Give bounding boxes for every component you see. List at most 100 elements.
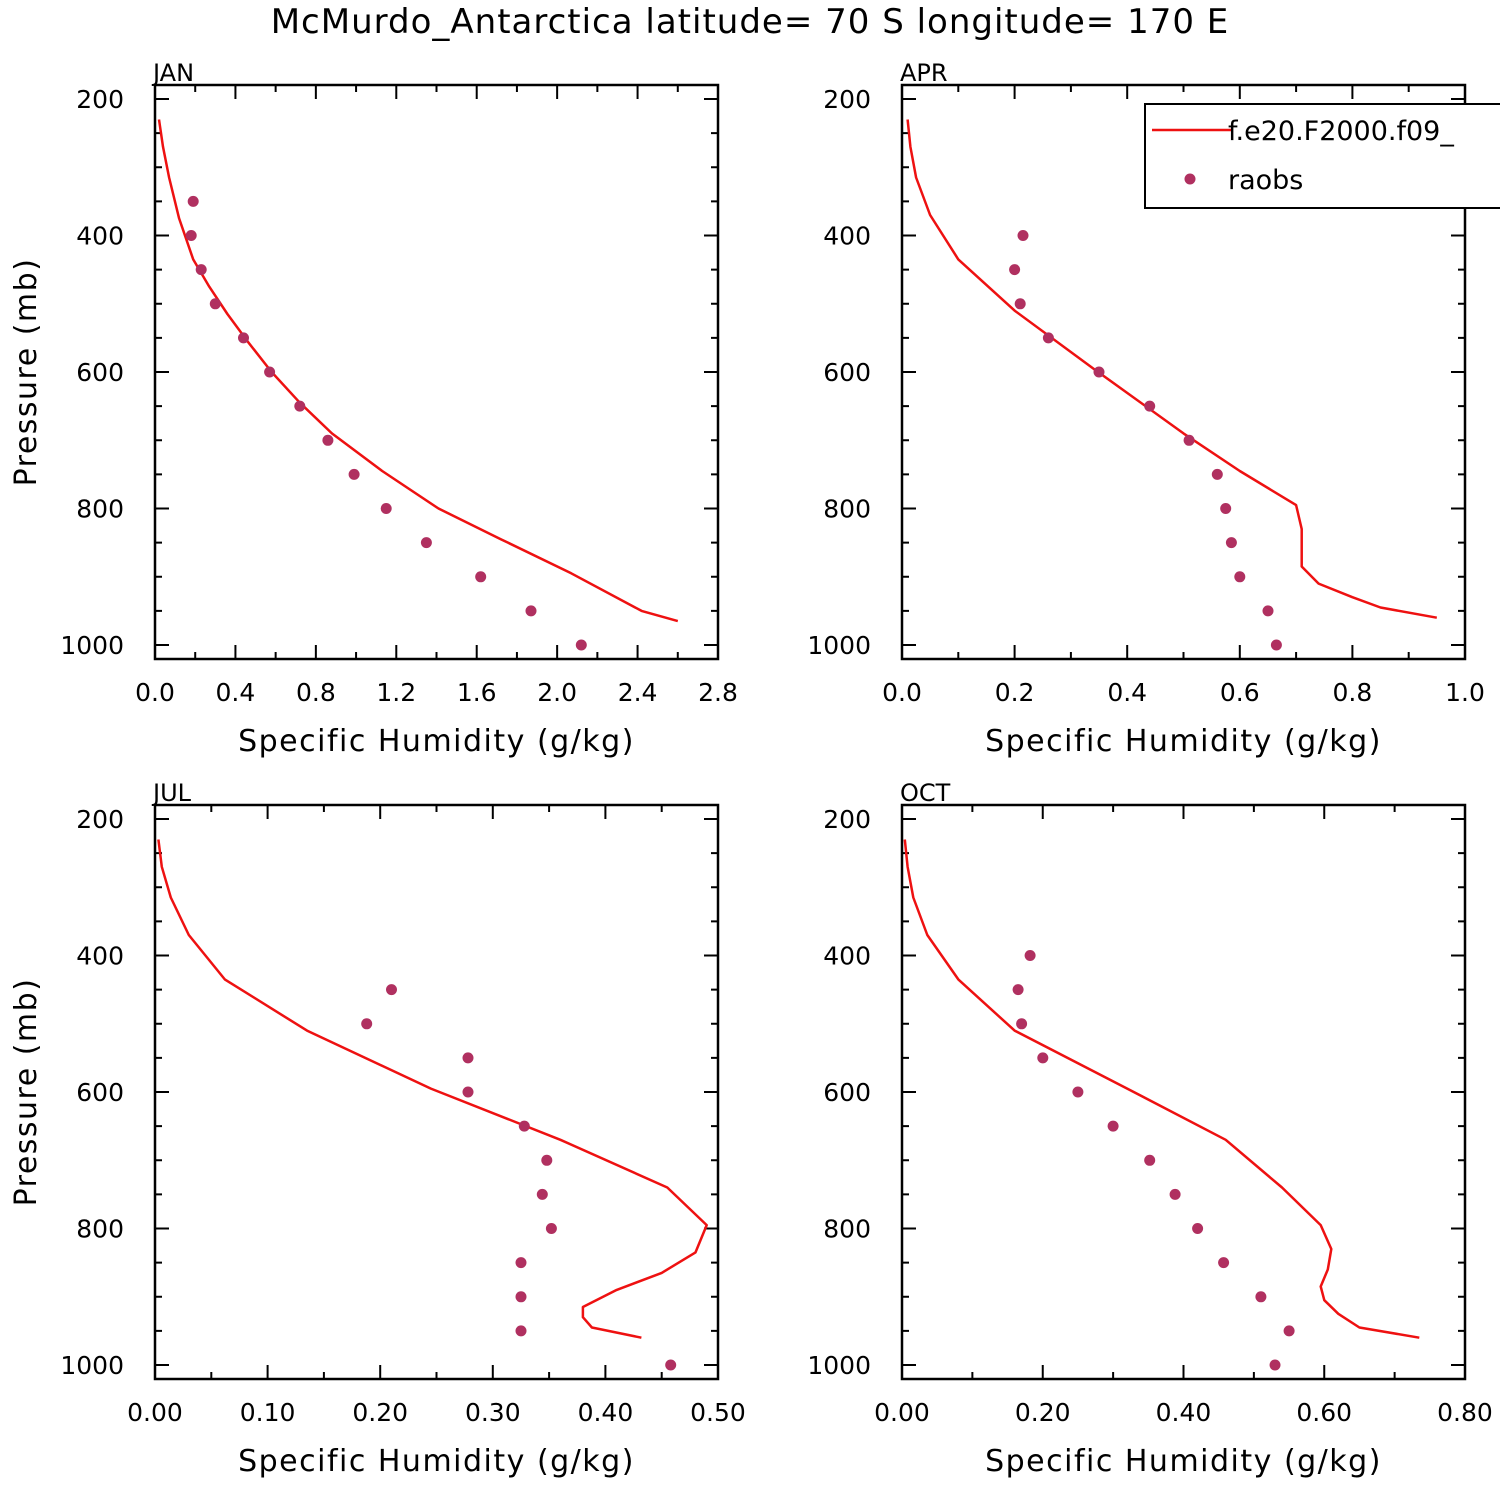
apr-ytick-label: 1000 <box>807 631 871 660</box>
jan-raobs-point <box>322 434 334 446</box>
oct-xtick-label: 0.40 <box>1156 1398 1212 1427</box>
oct-raobs-point <box>1024 950 1036 961</box>
jan-ytick-label: 200 <box>76 85 124 114</box>
apr-model-line <box>906 119 1438 619</box>
oct-xtick-label: 0.60 <box>1296 1398 1352 1427</box>
jan-raobs-point <box>525 605 537 617</box>
oct-panel-label: OCT <box>900 779 951 807</box>
oct-raobs-point <box>1012 984 1024 996</box>
apr-xaxis-label: Specific Humidity (g/kg) <box>985 724 1382 759</box>
jul-raobs-point <box>518 1120 530 1132</box>
oct-ytick-label: 600 <box>823 1078 871 1107</box>
jan-xtick-label: 2.4 <box>618 678 658 707</box>
jan-ytick-label: 800 <box>76 495 124 524</box>
jan-xtick-label: 2.8 <box>698 678 738 707</box>
apr-ytick-label: 400 <box>823 222 871 251</box>
oct-raobs-point <box>1255 1291 1267 1303</box>
jul-raobs-point <box>515 1257 527 1269</box>
apr-raobs-point <box>1183 434 1195 446</box>
oct-raobs-point <box>1107 1120 1119 1132</box>
jan-xtick-label: 0.4 <box>216 678 256 707</box>
figure-title: McMurdo_Antarctica latitude= 70 S longit… <box>270 2 1230 42</box>
apr-ytick-label: 600 <box>823 358 871 387</box>
jan-raobs-point <box>420 537 432 549</box>
jul-xtick-label: 0.40 <box>578 1398 634 1427</box>
jul-xtick-label: 0.30 <box>465 1398 521 1427</box>
apr-raobs-point <box>1211 468 1223 480</box>
jul-raobs-point <box>536 1188 548 1200</box>
jul-raobs-point <box>545 1223 557 1234</box>
apr-raobs-point <box>1009 264 1021 276</box>
jul-ytick-label: 400 <box>76 942 124 971</box>
apr-raobs-point <box>1220 503 1232 514</box>
oct-xaxis-label: Specific Humidity (g/kg) <box>985 1444 1382 1479</box>
jan-raobs-point <box>264 366 276 378</box>
legend-model-label: f.e20.F2000.f09_ <box>1228 116 1454 147</box>
jan-raobs-point <box>185 230 197 241</box>
legend-box <box>1144 103 1500 209</box>
oct-ytick-label: 800 <box>823 1215 871 1244</box>
oct-raobs-point <box>1037 1052 1049 1064</box>
apr-raobs-point <box>1042 332 1054 344</box>
apr-panel-label: APR <box>900 59 948 87</box>
oct-ytick-label: 200 <box>823 805 871 834</box>
jan-raobs-point <box>209 298 221 310</box>
apr-raobs-point <box>1270 639 1282 651</box>
jan-raobs-point <box>195 264 207 276</box>
oct-raobs-point <box>1016 1018 1028 1030</box>
jul-yaxis-label: Pressure (mb) <box>9 978 44 1207</box>
apr-xtick-label: 0.4 <box>1107 678 1147 707</box>
apr-xtick-label: 1.0 <box>1445 678 1485 707</box>
oct-raobs-point <box>1144 1154 1156 1166</box>
oct-plot-frame <box>900 803 1467 1381</box>
apr-raobs-point <box>1234 571 1246 583</box>
jul-ytick-label: 200 <box>76 805 124 834</box>
oct-raobs-point <box>1218 1257 1230 1269</box>
jan-ytick-label: 400 <box>76 222 124 251</box>
jan-xaxis-label: Specific Humidity (g/kg) <box>238 724 635 759</box>
jan-ytick-label: 1000 <box>60 631 124 660</box>
jul-xtick-label: 0.00 <box>127 1398 183 1427</box>
apr-raobs-point <box>1014 298 1026 310</box>
jul-raobs-point <box>361 1018 373 1030</box>
oct-xtick-label: 0.20 <box>1015 1398 1071 1427</box>
apr-raobs-point <box>1225 537 1237 549</box>
jan-raobs-point <box>475 571 487 583</box>
jul-xtick-label: 0.20 <box>352 1398 408 1427</box>
oct-raobs-point <box>1169 1188 1181 1200</box>
jul-raobs-point <box>515 1325 527 1337</box>
jan-xtick-label: 1.2 <box>376 678 416 707</box>
jan-xtick-label: 0.0 <box>135 678 175 707</box>
jul-raobs-point <box>462 1086 474 1098</box>
jan-panel-label: JAN <box>151 59 194 87</box>
jan-ytick-label: 600 <box>76 358 124 387</box>
apr-xtick-label: 0.6 <box>1220 678 1260 707</box>
oct-raobs-point <box>1269 1359 1281 1371</box>
oct-xtick-label: 0.00 <box>874 1398 930 1427</box>
apr-xtick-label: 0.2 <box>995 678 1035 707</box>
legend-obs-swatch <box>1184 173 1196 185</box>
jan-yaxis-label: Pressure (mb) <box>9 258 44 487</box>
oct-model-line <box>903 839 1420 1339</box>
oct-ytick-label: 400 <box>823 942 871 971</box>
jan-raobs-point <box>294 400 306 412</box>
apr-ytick-label: 200 <box>823 85 871 114</box>
legend-obs-label: raobs <box>1228 165 1303 196</box>
oct-raobs-point <box>1192 1223 1204 1234</box>
jan-xtick-label: 1.6 <box>457 678 497 707</box>
jul-ytick-label: 600 <box>76 1078 124 1107</box>
jul-xtick-label: 0.50 <box>690 1398 746 1427</box>
jul-raobs-point <box>541 1154 553 1166</box>
oct-raobs-point <box>1072 1086 1084 1098</box>
apr-raobs-point <box>1017 230 1029 241</box>
jan-model-line <box>157 119 679 623</box>
apr-raobs-point <box>1144 400 1156 412</box>
jan-raobs-point <box>187 195 199 207</box>
jul-raobs-point <box>515 1291 527 1303</box>
apr-xtick-label: 0.8 <box>1333 678 1373 707</box>
jan-raobs-point <box>238 332 249 344</box>
oct-raobs-point <box>1283 1325 1295 1337</box>
jul-ytick-label: 1000 <box>60 1351 124 1380</box>
jul-xaxis-label: Specific Humidity (g/kg) <box>238 1444 635 1479</box>
